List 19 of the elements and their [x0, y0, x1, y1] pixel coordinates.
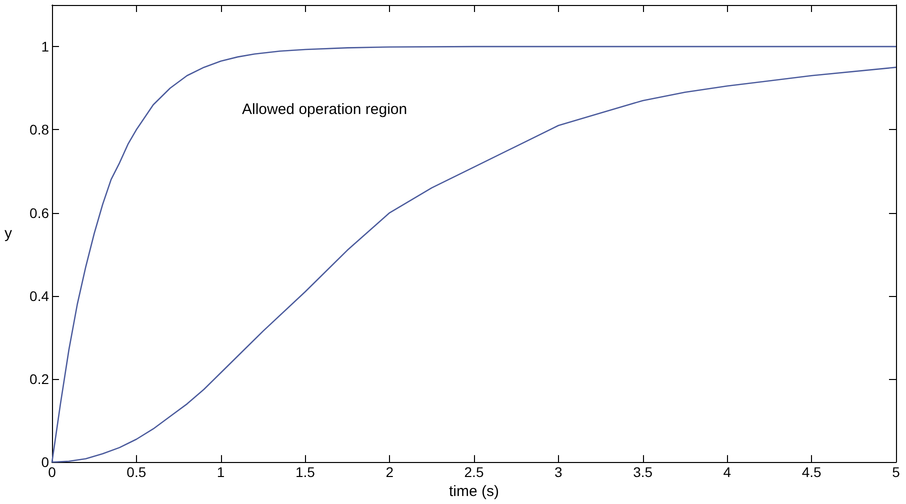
x-tick-label: 0.5 [126, 464, 146, 480]
x-tick-label: 2.5 [464, 464, 484, 480]
y-tick-label: 1 [41, 38, 50, 55]
y-tick-label: 0 [41, 454, 50, 470]
y-tick-label: 0.8 [30, 122, 50, 138]
annotation: Allowed operation region [242, 101, 408, 118]
x-tick-label: 5 [892, 464, 900, 480]
x-axis-title: time (s) [449, 483, 499, 500]
x-tick-label: 2 [386, 464, 394, 480]
x-tick-label: 4.5 [802, 464, 822, 480]
x-tick-label: 1.5 [295, 464, 316, 480]
y-tick-label: 0.2 [30, 370, 50, 387]
y-tick-label: 0.6 [30, 204, 50, 221]
x-tick-label: 4 [723, 464, 732, 480]
y-tick-label: 0.4 [30, 288, 50, 304]
x-tick-label: 3 [554, 464, 562, 480]
y-axis-title: y [4, 225, 12, 242]
x-tick-label: 3.5 [633, 464, 653, 480]
x-tick-label: 1 [216, 464, 225, 480]
